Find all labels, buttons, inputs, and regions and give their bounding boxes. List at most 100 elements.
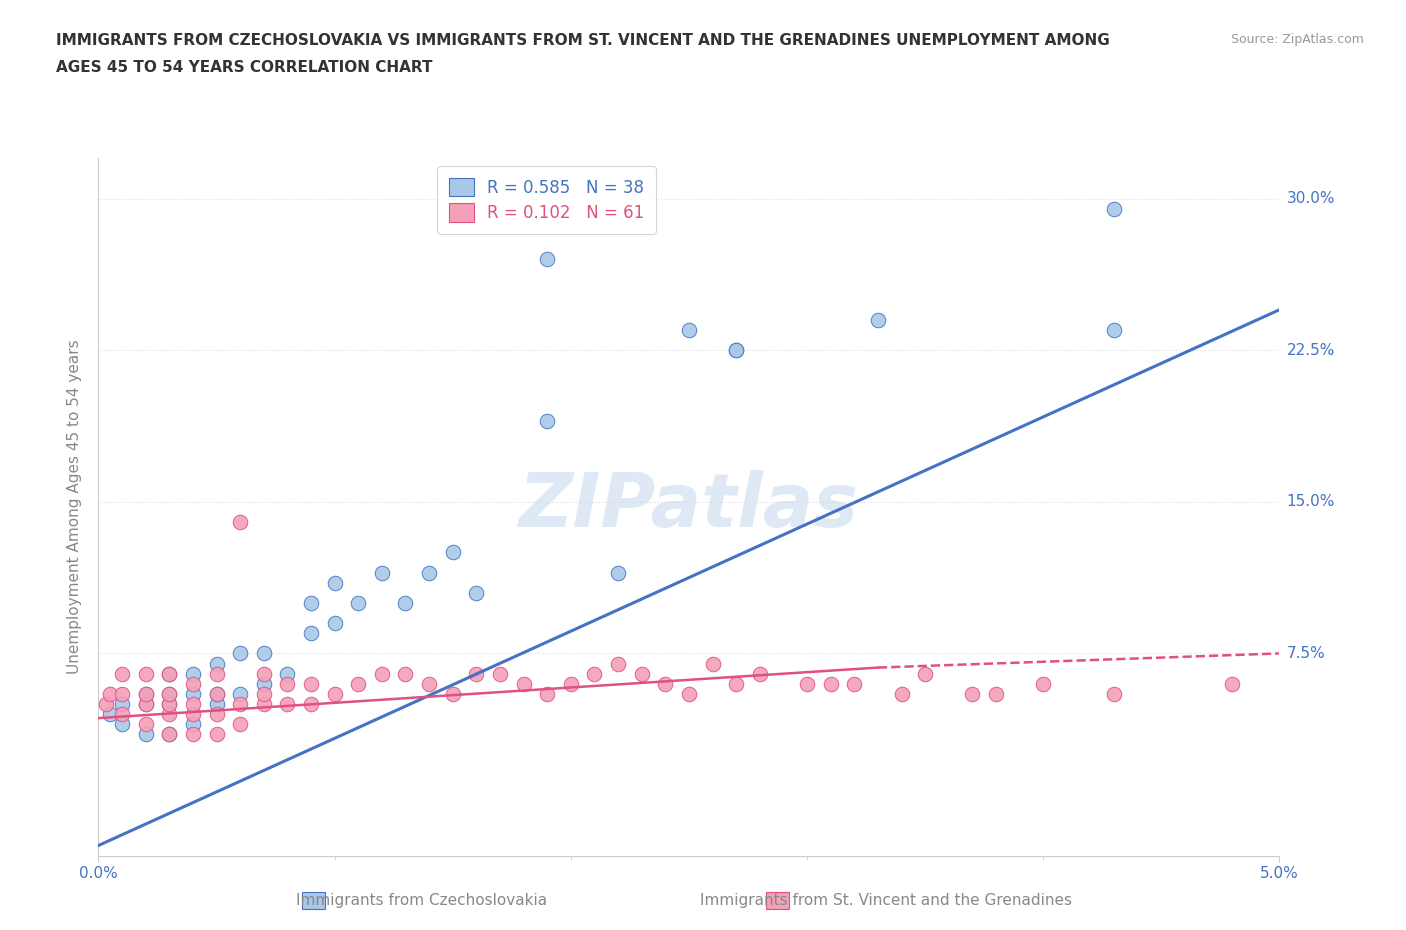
- Point: [253, 676, 276, 691]
- Text: 15.0%: 15.0%: [1286, 495, 1334, 510]
- Point: [654, 676, 676, 691]
- Point: [536, 686, 558, 701]
- Point: [678, 686, 700, 701]
- Legend: R = 0.585   N = 38, R = 0.102   N = 61: R = 0.585 N = 38, R = 0.102 N = 61: [437, 166, 657, 233]
- Point: [205, 666, 228, 681]
- Point: [725, 676, 748, 691]
- Point: [205, 686, 228, 701]
- Point: [347, 595, 370, 610]
- Point: [181, 727, 204, 742]
- Point: [253, 697, 276, 711]
- Point: [512, 676, 534, 691]
- Point: [962, 686, 984, 701]
- Point: [157, 666, 180, 681]
- Text: IMMIGRANTS FROM CZECHOSLOVAKIA VS IMMIGRANTS FROM ST. VINCENT AND THE GRENADINES: IMMIGRANTS FROM CZECHOSLOVAKIA VS IMMIGR…: [56, 33, 1109, 47]
- Point: [253, 666, 276, 681]
- Point: [323, 576, 346, 591]
- Point: [205, 686, 228, 701]
- Text: ZIPatlas: ZIPatlas: [519, 471, 859, 543]
- Point: [1102, 686, 1125, 701]
- Point: [111, 717, 134, 732]
- Point: [347, 676, 370, 691]
- Point: [489, 666, 512, 681]
- Text: AGES 45 TO 54 YEARS CORRELATION CHART: AGES 45 TO 54 YEARS CORRELATION CHART: [56, 60, 433, 75]
- Point: [299, 697, 322, 711]
- Point: [111, 707, 134, 722]
- Y-axis label: Unemployment Among Ages 45 to 54 years: Unemployment Among Ages 45 to 54 years: [67, 339, 83, 674]
- Point: [157, 666, 180, 681]
- Point: [157, 727, 180, 742]
- Point: [135, 686, 157, 701]
- Point: [135, 697, 157, 711]
- Point: [229, 514, 252, 529]
- Point: [820, 676, 842, 691]
- Point: [323, 616, 346, 631]
- Point: [323, 686, 346, 701]
- Point: [111, 686, 134, 701]
- Point: [371, 565, 394, 580]
- Point: [465, 666, 488, 681]
- Point: [181, 666, 204, 681]
- Point: [205, 697, 228, 711]
- Point: [181, 686, 204, 701]
- Point: [725, 343, 748, 358]
- Point: [560, 676, 582, 691]
- Point: [984, 686, 1007, 701]
- Point: [394, 595, 416, 610]
- Point: [890, 686, 912, 701]
- Point: [181, 676, 204, 691]
- Text: Immigrants from Czechoslovakia: Immigrants from Czechoslovakia: [297, 893, 547, 908]
- Point: [111, 666, 134, 681]
- Point: [1102, 201, 1125, 216]
- Point: [94, 697, 117, 711]
- Point: [394, 666, 416, 681]
- Point: [536, 414, 558, 429]
- Point: [465, 585, 488, 600]
- Point: [536, 252, 558, 267]
- Point: [157, 686, 180, 701]
- Point: [157, 686, 180, 701]
- Point: [229, 686, 252, 701]
- Point: [276, 666, 298, 681]
- Point: [796, 676, 818, 691]
- Point: [157, 707, 180, 722]
- Point: [276, 697, 298, 711]
- Point: [441, 686, 464, 701]
- Point: [111, 697, 134, 711]
- Point: [135, 717, 157, 732]
- Text: 7.5%: 7.5%: [1286, 646, 1326, 661]
- Point: [844, 676, 866, 691]
- Point: [1102, 323, 1125, 338]
- Point: [583, 666, 606, 681]
- Point: [630, 666, 652, 681]
- Point: [135, 727, 157, 742]
- Point: [371, 666, 394, 681]
- Point: [135, 666, 157, 681]
- Point: [276, 676, 298, 691]
- Point: [181, 717, 204, 732]
- Point: [157, 697, 180, 711]
- Point: [607, 565, 630, 580]
- Text: Source: ZipAtlas.com: Source: ZipAtlas.com: [1230, 33, 1364, 46]
- Point: [205, 656, 228, 671]
- Point: [914, 666, 936, 681]
- Point: [725, 343, 748, 358]
- Text: Immigrants from St. Vincent and the Grenadines: Immigrants from St. Vincent and the Gren…: [700, 893, 1071, 908]
- Point: [253, 686, 276, 701]
- Point: [607, 656, 630, 671]
- Point: [299, 676, 322, 691]
- Point: [135, 686, 157, 701]
- Point: [205, 707, 228, 722]
- Point: [229, 697, 252, 711]
- Point: [418, 676, 440, 691]
- Point: [748, 666, 770, 681]
- Point: [157, 727, 180, 742]
- Point: [866, 312, 889, 327]
- Point: [157, 697, 180, 711]
- Point: [98, 707, 121, 722]
- Text: 22.5%: 22.5%: [1286, 342, 1334, 358]
- Point: [441, 545, 464, 560]
- Point: [205, 727, 228, 742]
- Point: [229, 717, 252, 732]
- Point: [181, 697, 204, 711]
